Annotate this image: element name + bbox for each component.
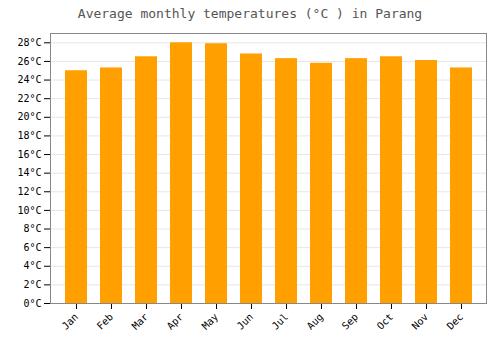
svg-text:Jan: Jan xyxy=(60,311,81,332)
svg-text:Nov: Nov xyxy=(410,311,431,332)
svg-text:May: May xyxy=(200,311,221,332)
svg-text:Feb: Feb xyxy=(95,311,116,332)
svg-text:Oct: Oct xyxy=(375,311,396,332)
svg-text:26°C: 26°C xyxy=(17,56,41,67)
svg-text:Apr: Apr xyxy=(165,311,186,332)
svg-text:Aug: Aug xyxy=(305,311,326,332)
svg-text:Dec: Dec xyxy=(445,311,466,332)
svg-text:Sep: Sep xyxy=(340,311,361,332)
svg-text:14°C: 14°C xyxy=(17,167,41,178)
svg-text:0°C: 0°C xyxy=(23,298,41,309)
svg-text:24°C: 24°C xyxy=(17,74,41,85)
svg-text:Mar: Mar xyxy=(130,311,151,332)
svg-text:10°C: 10°C xyxy=(17,205,41,216)
svg-text:8°C: 8°C xyxy=(23,223,41,234)
svg-text:Jun: Jun xyxy=(235,311,256,332)
svg-text:12°C: 12°C xyxy=(17,186,41,197)
svg-text:28°C: 28°C xyxy=(17,37,41,48)
svg-text:2°C: 2°C xyxy=(23,279,41,290)
svg-text:16°C: 16°C xyxy=(17,149,41,160)
svg-text:4°C: 4°C xyxy=(23,260,41,271)
svg-text:18°C: 18°C xyxy=(17,130,41,141)
svg-text:Jul: Jul xyxy=(270,311,291,332)
svg-text:6°C: 6°C xyxy=(23,242,41,253)
svg-text:22°C: 22°C xyxy=(17,93,41,104)
svg-text:20°C: 20°C xyxy=(17,111,41,122)
html-text:Average monthly temperatures (: Average monthly temperatures (°C ) in Pa… xyxy=(77,6,423,21)
